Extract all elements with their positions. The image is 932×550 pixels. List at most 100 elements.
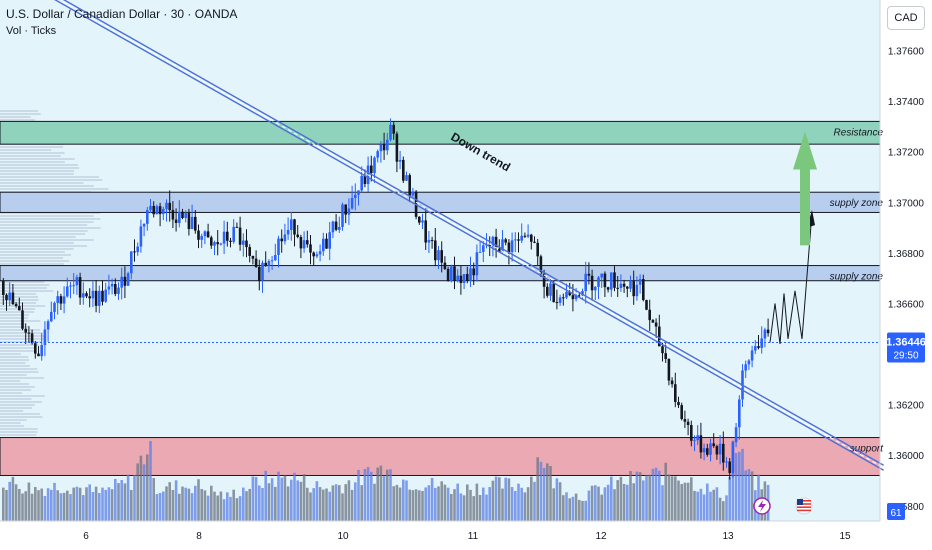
candle-body — [494, 236, 498, 249]
volume-bar — [693, 490, 696, 521]
candle-body — [610, 272, 613, 290]
candle-body — [690, 425, 693, 441]
volume-bar — [494, 476, 498, 521]
volume-bar — [686, 482, 690, 521]
volume-bar — [466, 484, 469, 521]
volume-bar — [37, 490, 40, 521]
candle-body — [757, 346, 760, 348]
candle-body — [101, 290, 104, 302]
volume-bar — [584, 500, 587, 521]
volume-bar — [302, 474, 306, 521]
candle-body — [677, 401, 680, 406]
candle-body — [184, 213, 187, 219]
volume-bar — [251, 476, 255, 521]
volume-indicator-label: Vol · Ticks — [6, 25, 57, 37]
volume-bar — [645, 475, 648, 521]
candle-body — [558, 297, 562, 303]
volume-bar — [133, 475, 136, 521]
candle-body — [248, 247, 251, 256]
candle-body — [181, 211, 184, 219]
candle-body — [264, 262, 267, 266]
volume-bar — [293, 472, 296, 521]
candle-body — [658, 326, 661, 347]
volume-bar — [174, 480, 178, 521]
volume-bar — [114, 478, 117, 521]
candle-body — [683, 419, 687, 422]
volume-bar — [187, 488, 191, 521]
volume-bar — [430, 477, 434, 521]
volume-bar — [523, 492, 527, 521]
candle-body — [645, 299, 648, 310]
candle-body — [546, 286, 549, 296]
candle-body — [152, 205, 155, 215]
volume-bar — [616, 480, 619, 521]
volume-bar — [664, 462, 667, 521]
volume-profile-bar — [0, 149, 52, 151]
volume-bar — [568, 498, 571, 521]
volume-bar — [382, 475, 386, 521]
volume-bar — [78, 487, 82, 521]
candle-body — [174, 219, 178, 223]
candle-body — [542, 273, 546, 287]
volume-bar — [322, 489, 325, 521]
volume-bar — [171, 489, 175, 521]
volume-bar — [402, 479, 405, 521]
candle-body — [443, 262, 447, 270]
volume-bar — [350, 489, 354, 521]
candle-body — [206, 231, 210, 238]
volume-profile-bar — [0, 320, 41, 322]
candle-body — [219, 243, 223, 245]
volume-bar — [485, 494, 488, 521]
volume-bar — [238, 496, 242, 521]
event-markers[interactable] — [753, 497, 813, 515]
volume-profile-bar — [0, 395, 45, 397]
candle-body — [398, 159, 402, 162]
volume-bar — [155, 494, 159, 521]
candle-body — [350, 197, 354, 209]
volume-bar — [91, 492, 95, 521]
volume-bar — [629, 471, 632, 521]
candle-body — [504, 239, 507, 243]
volume-bar — [318, 487, 322, 521]
volume-bar — [299, 481, 303, 521]
time-tick: 11 — [468, 531, 479, 542]
volume-bar — [357, 469, 360, 521]
candle-body — [40, 345, 43, 357]
candle-body — [299, 236, 303, 249]
candle-body — [120, 276, 123, 288]
candle-body — [450, 266, 453, 282]
flag-stripe — [797, 503, 811, 505]
price-tick: 1.37400 — [888, 97, 925, 108]
volume-bar — [226, 492, 229, 521]
volume-bar — [94, 486, 98, 521]
volume-bar — [142, 464, 146, 521]
volume-bar — [347, 480, 351, 521]
volume-profile-bar — [0, 119, 36, 121]
candle-body — [117, 287, 120, 294]
candle-body — [424, 220, 427, 243]
volume-bar — [136, 463, 139, 521]
volume-bar — [110, 489, 114, 521]
volume-profile-bar — [0, 407, 32, 409]
candle-body — [18, 306, 21, 311]
volume-bar — [565, 492, 568, 521]
candle-body — [114, 283, 117, 294]
candle-body — [85, 293, 88, 297]
volume-bar — [62, 492, 66, 521]
volume-profile-bar — [0, 260, 70, 262]
volume-bar — [507, 478, 511, 521]
volume-profile-bar — [0, 245, 87, 247]
candle-body — [549, 283, 552, 296]
last-price-badge — [887, 332, 925, 363]
currency-button[interactable]: CAD — [887, 6, 925, 30]
volume-bar — [498, 477, 501, 521]
candle-body — [75, 277, 79, 286]
volume-bar — [520, 487, 523, 521]
candle-body — [766, 329, 770, 334]
volume-bar — [683, 482, 687, 521]
candle-body — [674, 384, 677, 402]
volume-profile-bar — [0, 233, 86, 235]
flag-stripe — [797, 509, 811, 512]
volume-bar — [699, 488, 703, 521]
